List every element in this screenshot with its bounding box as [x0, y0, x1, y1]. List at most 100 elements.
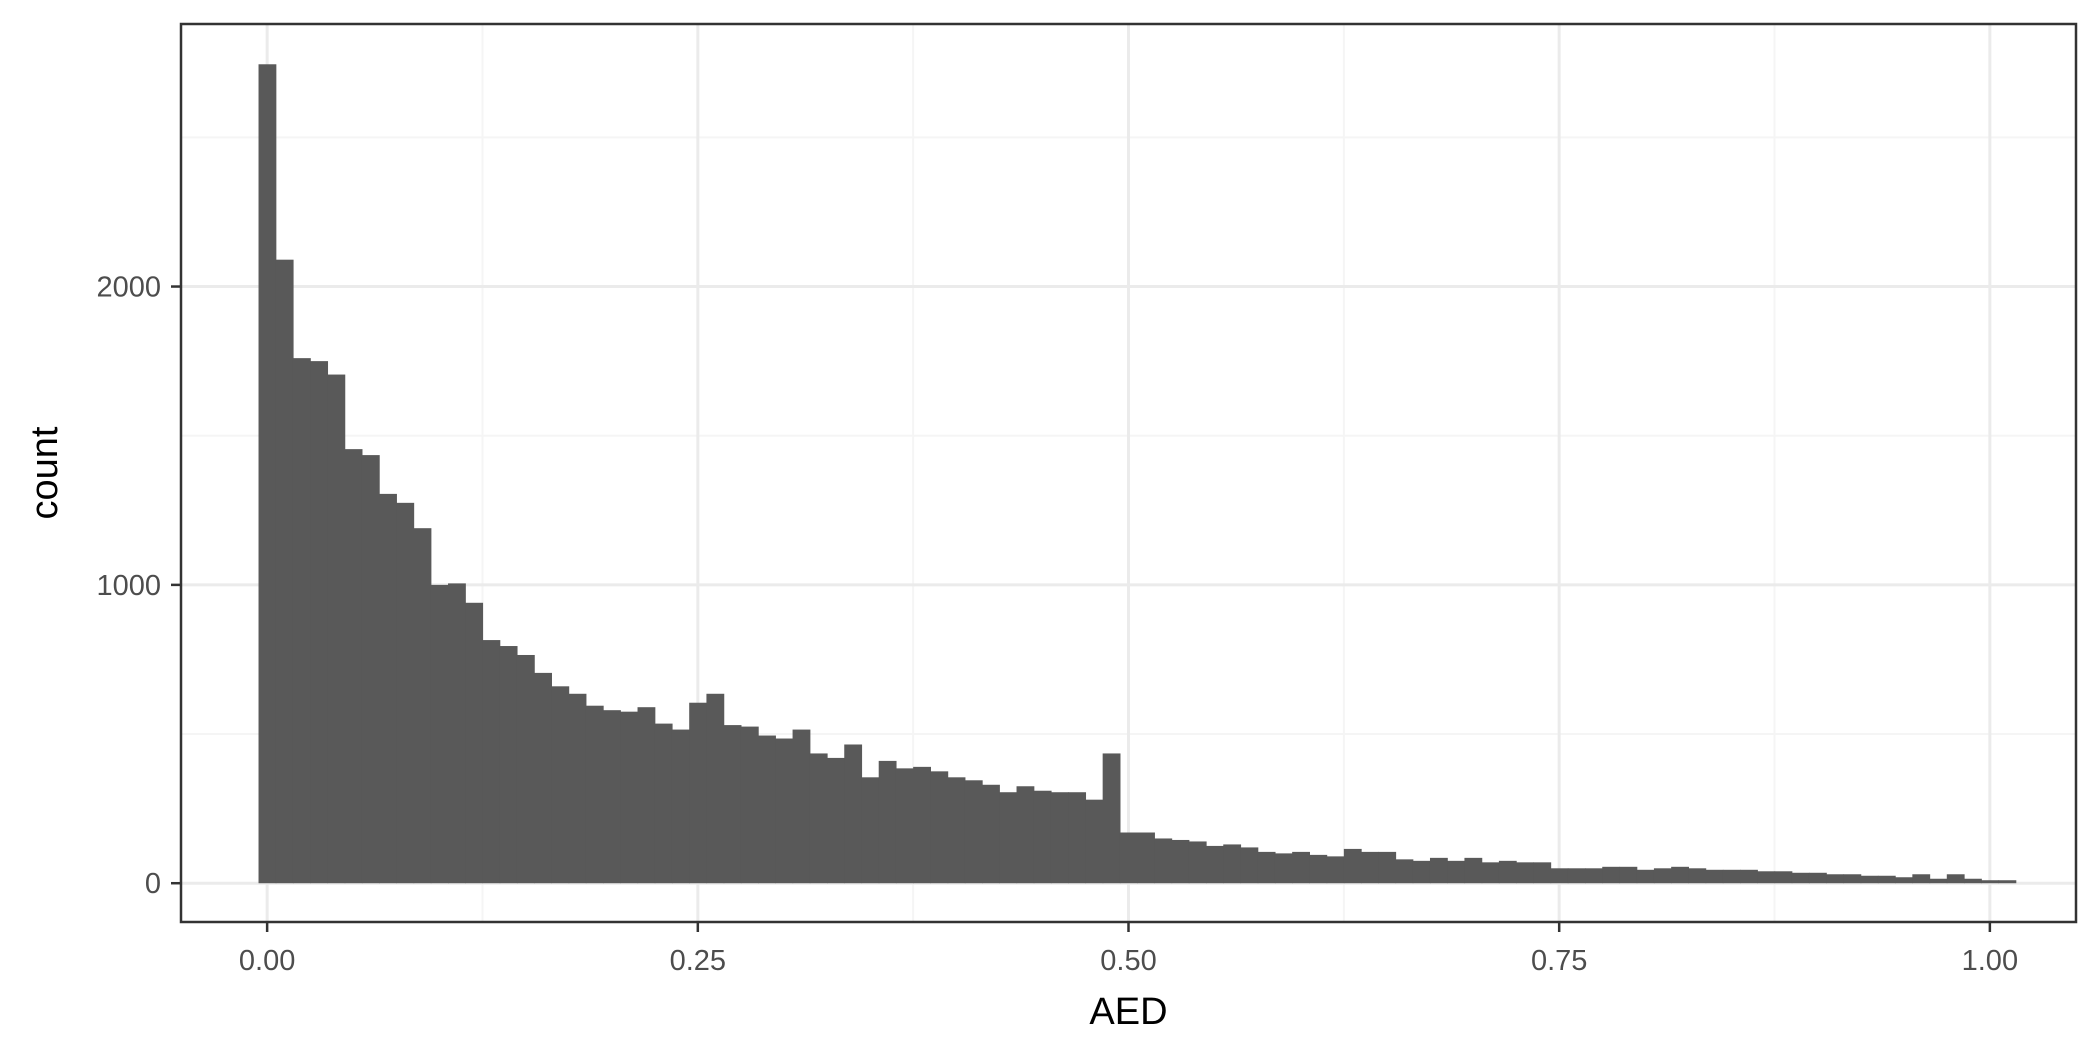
histogram-bar — [1998, 880, 2017, 884]
histogram-bar — [1033, 790, 1052, 884]
histogram-bar — [292, 358, 311, 884]
histogram-bar — [1929, 878, 1948, 884]
histogram-bar — [1257, 851, 1276, 884]
x-tick-label: 0.25 — [670, 945, 726, 977]
histogram-bar — [551, 686, 570, 884]
histogram-bar — [275, 259, 294, 884]
histogram-bar — [1498, 860, 1517, 884]
histogram-bar — [1946, 874, 1965, 884]
histogram-bar — [1740, 869, 1758, 884]
histogram-bar — [1274, 853, 1293, 884]
histogram-bar — [1912, 874, 1931, 884]
histogram-bar — [827, 757, 845, 884]
histogram-bar — [1602, 866, 1621, 884]
histogram-bar — [603, 710, 621, 884]
histogram-bar — [1688, 868, 1707, 884]
histogram-bar — [1206, 845, 1224, 884]
histogram-bar — [1171, 839, 1190, 884]
histogram-bar — [430, 584, 449, 884]
histogram-bar — [1361, 851, 1379, 884]
histogram-bar — [706, 693, 725, 884]
histogram-bar — [1981, 880, 2000, 884]
histogram-bar — [947, 777, 966, 884]
histogram-bar — [327, 374, 346, 884]
histogram-bar — [1550, 868, 1569, 884]
histogram-bar — [671, 729, 690, 884]
histogram-bar — [516, 654, 535, 884]
histogram-bar — [1378, 851, 1397, 884]
histogram-bar — [1412, 860, 1431, 884]
histogram-bar — [1326, 856, 1345, 884]
x-tick-label: 1.00 — [1962, 945, 2018, 977]
histogram-bar — [913, 766, 931, 884]
histogram-bar — [1877, 875, 1896, 884]
histogram-bar — [1068, 792, 1087, 884]
histogram-bar — [809, 753, 828, 884]
histogram-bar — [1119, 832, 1138, 884]
y-tick-label: 2000 — [96, 272, 161, 304]
histogram-bar — [1137, 832, 1155, 884]
histogram-bar — [258, 64, 277, 884]
histogram-bar — [585, 705, 604, 884]
histogram-bar — [1619, 866, 1638, 884]
histogram-bar — [1016, 786, 1035, 884]
histogram-bar — [1464, 857, 1483, 884]
histogram-bar — [637, 707, 656, 884]
histogram-bar — [999, 792, 1018, 884]
histogram-bar — [1808, 872, 1827, 884]
x-axis: 0.00 0.25 0.50 0.75 1.00 — [239, 922, 2018, 977]
histogram-bar — [1085, 799, 1104, 884]
histogram-bar — [1516, 862, 1534, 884]
histogram-bar — [895, 768, 914, 884]
histogram-bar — [878, 760, 897, 884]
histogram-bar — [1050, 792, 1069, 884]
histogram-bar — [1722, 869, 1741, 884]
histogram-bar — [1567, 868, 1586, 884]
histogram-bar — [861, 777, 880, 884]
histogram-bar — [361, 455, 380, 884]
histogram-bar — [1653, 868, 1672, 884]
histogram-bar — [1774, 871, 1793, 884]
histogram-bar — [1757, 871, 1776, 884]
histogram-bar — [964, 780, 983, 884]
x-tick-label: 0.00 — [239, 945, 295, 977]
histogram-bar — [1343, 848, 1362, 884]
histogram-bar — [482, 640, 501, 884]
histogram-bar — [1585, 868, 1603, 884]
histogram-bar — [1102, 753, 1121, 884]
histogram-bar — [1671, 866, 1689, 884]
x-tick-label: 0.75 — [1531, 945, 1587, 977]
histogram-bar — [1188, 841, 1207, 884]
histogram-bar — [1481, 862, 1500, 884]
histogram-bar — [379, 493, 397, 884]
histogram-bar — [620, 711, 639, 884]
histogram-bar — [1843, 874, 1862, 884]
histogram-bar — [1895, 877, 1913, 884]
histogram-bar — [344, 449, 363, 884]
histogram-bar — [775, 738, 794, 884]
histogram-bar — [1447, 860, 1466, 884]
histogram-bar — [930, 771, 949, 884]
histogram-bar — [1533, 862, 1552, 884]
histogram-bar — [1240, 847, 1259, 884]
histogram-bar — [1154, 838, 1173, 884]
histogram-bar — [1791, 872, 1810, 884]
histogram-bar — [396, 502, 415, 884]
histogram-bar — [844, 744, 863, 884]
histogram-bar — [723, 725, 742, 884]
histogram-bar — [413, 528, 432, 884]
histogram-bar — [568, 693, 587, 884]
histogram-bar — [1964, 878, 1982, 884]
histogram-bar — [1636, 869, 1655, 884]
histogram-bar — [758, 735, 776, 884]
histogram-bar — [1223, 844, 1242, 884]
y-axis: 0 1000 2000 — [96, 272, 181, 900]
histogram-bar — [465, 602, 484, 884]
histogram-bar — [654, 723, 673, 884]
histogram-bar — [1292, 851, 1310, 884]
histogram-bar — [1395, 859, 1414, 884]
histogram-bar — [448, 583, 466, 884]
histogram-bar — [1705, 869, 1724, 884]
y-tick-label: 1000 — [96, 570, 161, 602]
